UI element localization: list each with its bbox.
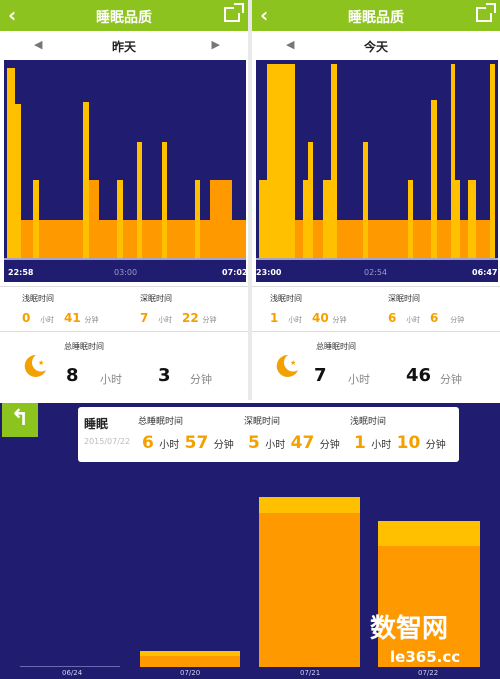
watermark-text: 数智网 bbox=[370, 614, 449, 644]
total-minutes: 3 bbox=[158, 365, 171, 386]
next-day-icon[interactable]: ▶ bbox=[211, 38, 220, 51]
share-icon[interactable] bbox=[224, 3, 244, 22]
sleep-chart: 23:00 02:54 06:47 bbox=[256, 60, 498, 282]
chart-end-time: 07:02 bbox=[222, 268, 248, 277]
chart-mid-time: 02:54 bbox=[364, 268, 388, 277]
sleep-chart: 22:58 03:00 07:02 bbox=[4, 60, 248, 282]
minutes-unit: 分钟 bbox=[440, 373, 462, 386]
total-sleep: ★ 总睡眠时间 8 小时 3 分钟 bbox=[0, 337, 248, 397]
x-label-0721: 07/21 bbox=[300, 669, 321, 677]
sleep-panel-today: ‹ 睡眠品质 ◀ 今天 bbox=[252, 0, 500, 400]
prev-day-icon[interactable]: ◀ bbox=[286, 38, 295, 51]
weekly-sleep-view: ↰ 睡眠 2015/07/22 总睡眠时间 深眠时间 浅眠时间 6 小时 57 … bbox=[0, 403, 500, 679]
panel-divider bbox=[248, 0, 252, 400]
prev-day-icon[interactable]: ◀ bbox=[34, 38, 43, 51]
svg-text:★: ★ bbox=[38, 359, 44, 367]
date-nav: ◀ 昨天 ▶ bbox=[0, 31, 248, 59]
sleep-panel-yesterday: ‹ 睡眠品质 ◀ 昨天 ▶ 22:58 bbox=[0, 0, 248, 400]
minutes-unit: 分钟 bbox=[190, 373, 212, 386]
light-sleep-label: 浅眠时间 bbox=[22, 294, 54, 303]
summary-title: 睡眠 bbox=[84, 417, 109, 431]
deep-sleep-value: 7 小时 22 分钟 bbox=[140, 311, 217, 325]
page-title: 睡眠品质 bbox=[96, 10, 152, 26]
summary-total-value: 6 小时 57 分钟 bbox=[142, 433, 234, 453]
watermark-url: le365.cc bbox=[390, 648, 461, 666]
deep-sleep-value: 6 小时 6 分钟 bbox=[388, 311, 465, 325]
x-label-0722: 07/22 bbox=[418, 669, 439, 677]
back-arrow-icon[interactable]: ‹ bbox=[260, 3, 269, 27]
total-sleep-label: 总睡眠时间 bbox=[138, 417, 184, 427]
deep-sleep-label: 深眠时间 bbox=[388, 294, 420, 303]
sleep-stats: 浅眠时间 深眠时间 1 小时 40 分钟 6 小时 6 分钟 bbox=[252, 286, 500, 332]
date-label: 昨天 bbox=[111, 40, 136, 54]
summary-deep-value: 5 小时 47 分钟 bbox=[248, 433, 340, 453]
x-label-0624: 06/24 bbox=[62, 669, 83, 677]
light-sleep-label: 浅眠时间 bbox=[270, 294, 302, 303]
back-arrow-icon[interactable]: ‹ bbox=[8, 3, 17, 27]
light-sleep-value: 0 小时 41 分钟 bbox=[22, 311, 99, 325]
top-bar: ‹ 睡眠品质 bbox=[252, 0, 500, 31]
x-label-0720: 07/20 bbox=[180, 669, 201, 677]
total-sleep-label: 总睡眠时间 bbox=[316, 342, 356, 351]
page-title: 睡眠品质 bbox=[348, 10, 404, 26]
sleep-summary-card: 睡眠 2015/07/22 总睡眠时间 深眠时间 浅眠时间 6 小时 57 分钟… bbox=[78, 407, 459, 462]
total-hours: 8 bbox=[66, 365, 79, 386]
chart-start-time: 23:00 bbox=[256, 268, 282, 277]
light-sleep-label: 浅眠时间 bbox=[350, 417, 387, 427]
hours-unit: 小时 bbox=[100, 373, 122, 386]
date-nav: ◀ 今天 bbox=[252, 31, 500, 59]
total-sleep: ★ 总睡眠时间 7 小时 46 分钟 bbox=[252, 337, 500, 397]
total-hours: 7 bbox=[314, 365, 327, 386]
summary-date: 2015/07/22 bbox=[84, 437, 131, 446]
svg-text:★: ★ bbox=[290, 359, 296, 367]
deep-sleep-label: 深眠时间 bbox=[244, 417, 281, 427]
moon-icon: ★ bbox=[276, 354, 298, 377]
top-bar: ‹ 睡眠品质 bbox=[0, 0, 248, 31]
sleep-stats: 浅眠时间 深眠时间 0 小时 41 分钟 7 小时 22 分钟 bbox=[0, 286, 248, 332]
chart-end-time: 06:47 bbox=[472, 268, 498, 277]
total-sleep-label: 总睡眠时间 bbox=[64, 342, 104, 351]
share-icon[interactable] bbox=[476, 3, 496, 22]
total-minutes: 46 bbox=[406, 365, 432, 386]
deep-sleep-label: 深眠时间 bbox=[140, 294, 172, 303]
moon-icon: ★ bbox=[24, 354, 46, 377]
light-sleep-value: 1 小时 40 分钟 bbox=[270, 311, 347, 325]
hours-unit: 小时 bbox=[348, 373, 370, 386]
summary-light-value: 1 小时 10 分钟 bbox=[354, 433, 446, 453]
date-label: 今天 bbox=[363, 40, 388, 54]
chart-start-time: 22:58 bbox=[8, 268, 34, 277]
back-button[interactable]: ↰ bbox=[2, 403, 38, 437]
chart-mid-time: 03:00 bbox=[114, 268, 138, 277]
